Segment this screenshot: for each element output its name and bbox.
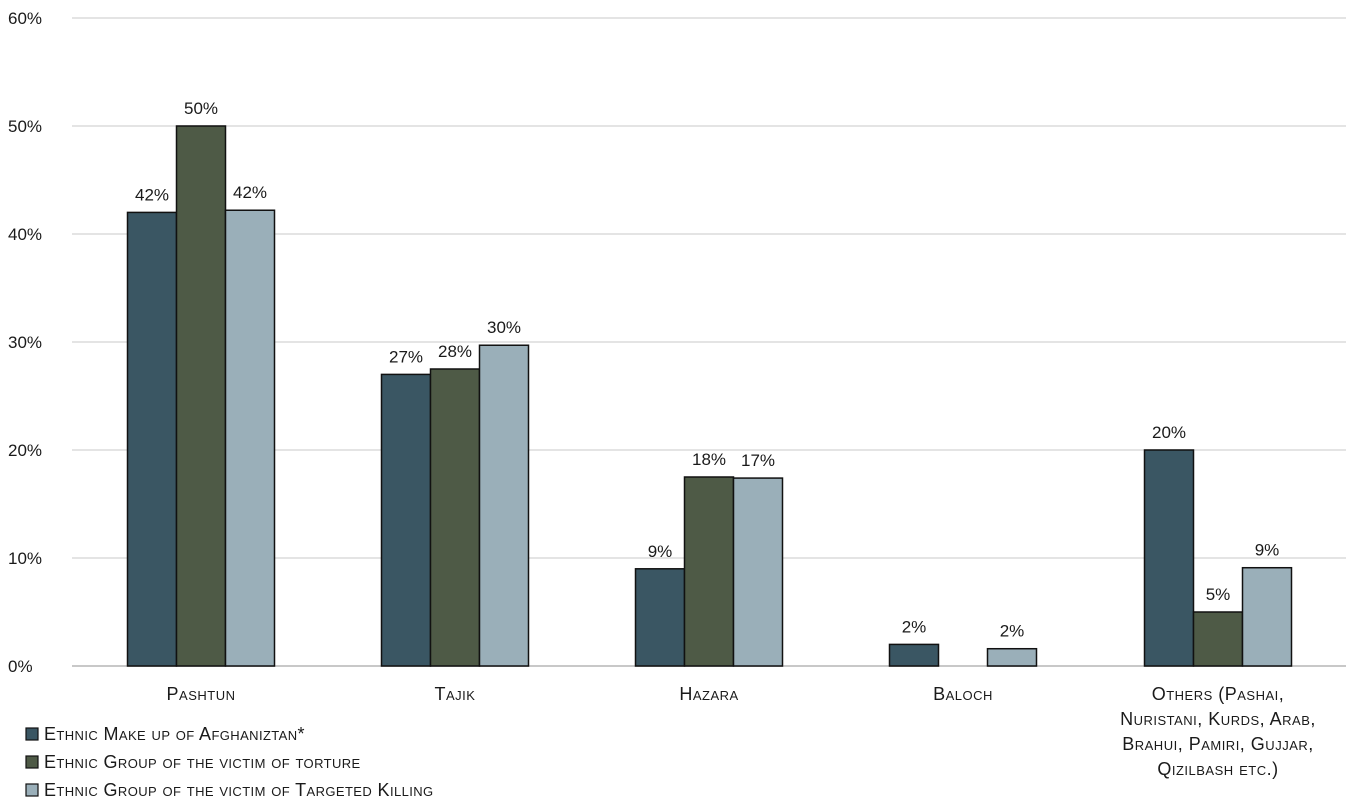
data-labels: 42% 50% 42% 27% 28% 30% 9% 18% 17% 2% 2% 20% 5% 9% <box>135 99 1279 641</box>
legend-label: Ethnic Make up of Afghaniztan* <box>44 724 305 744</box>
bar <box>380 373 432 667</box>
y-tick-label: 10% <box>8 549 42 568</box>
category-label: Others (Pashai, <box>1152 684 1285 704</box>
gridlines <box>72 17 1346 667</box>
bar <box>634 568 686 667</box>
category-label: Nuristani, Kurds, Arab, <box>1120 709 1316 729</box>
category-label: Tajik <box>435 684 476 704</box>
bar <box>1241 566 1293 667</box>
bar <box>986 647 1038 667</box>
y-axis-ticks: 0% 10% 20% 30% 40% 50% 60% <box>8 9 42 676</box>
x-axis-categories: Pashtun Tajik Hazara Baloch Others (Pashai, N… <box>167 684 1316 779</box>
category-label: Brahui, Pamiri, Gujjar, <box>1122 734 1314 754</box>
y-tick-label: 40% <box>8 225 42 244</box>
data-label: 2% <box>902 617 927 636</box>
category-label: Qizilbash etc.) <box>1157 759 1278 779</box>
bar <box>1143 449 1195 667</box>
y-tick-label: 0% <box>8 657 33 676</box>
data-label: 20% <box>1152 423 1186 442</box>
bars <box>126 125 1293 667</box>
legend-label: Ethnic Group of the victim of Targeted K… <box>44 780 434 799</box>
category-label: Hazara <box>679 684 738 704</box>
data-label: 5% <box>1206 585 1231 604</box>
data-label: 30% <box>487 318 521 337</box>
data-label: 42% <box>233 183 267 202</box>
data-label: 50% <box>184 99 218 118</box>
y-tick-label: 30% <box>8 333 42 352</box>
data-label: 2% <box>1000 622 1025 641</box>
data-label: 9% <box>1255 541 1280 560</box>
bar <box>429 368 481 667</box>
data-label: 28% <box>438 342 472 361</box>
bar <box>224 209 276 667</box>
legend: Ethnic Make up of Afghaniztan* Ethnic Gro… <box>25 724 434 799</box>
category-label: Pashtun <box>167 684 236 704</box>
data-label: 9% <box>648 542 673 561</box>
y-tick-label: 20% <box>8 441 42 460</box>
bar <box>175 125 227 667</box>
bar <box>478 344 530 667</box>
bar <box>683 476 735 667</box>
y-tick-label: 60% <box>8 9 42 28</box>
data-label: 18% <box>692 450 726 469</box>
legend-swatch <box>25 727 39 741</box>
legend-swatch <box>25 783 39 797</box>
data-label: 42% <box>135 185 169 204</box>
bar <box>888 643 940 667</box>
y-tick-label: 50% <box>8 117 42 136</box>
data-label: 27% <box>389 347 423 366</box>
bar <box>1192 611 1244 667</box>
bar <box>126 211 178 667</box>
bar <box>732 477 784 667</box>
legend-swatch <box>25 755 39 769</box>
data-label: 17% <box>741 451 775 470</box>
legend-label: Ethnic Group of the victim of torture <box>44 752 361 772</box>
category-label: Baloch <box>933 684 993 704</box>
